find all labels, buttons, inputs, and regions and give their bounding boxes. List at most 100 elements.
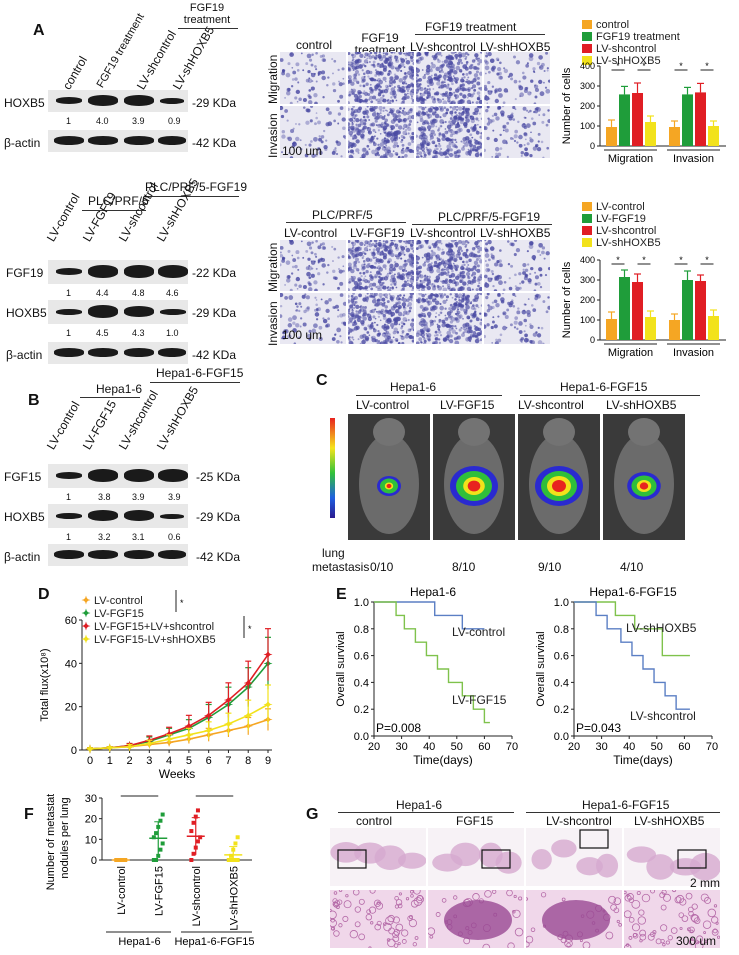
cell-dot: [416, 54, 419, 57]
cell-dot: [383, 146, 386, 148]
cell-dot: [497, 87, 502, 93]
cell-dot: [354, 69, 360, 75]
cell-dot: [462, 293, 465, 295]
cell-dot: [280, 314, 283, 318]
cell-dot: [511, 299, 514, 302]
cell-dot: [379, 258, 382, 262]
cell-dot: [391, 286, 395, 290]
cell-dot: [397, 125, 403, 130]
cell-dot: [479, 86, 482, 91]
cell-dot: [514, 295, 517, 298]
cell-dot: [411, 101, 414, 104]
col-label: LV-shHOXB5: [634, 814, 705, 828]
cell-dot: [408, 335, 410, 338]
cell-dot: [449, 253, 453, 256]
col-label: FGF15: [456, 814, 494, 828]
cell-dot: [487, 90, 493, 95]
alveolus: [507, 942, 515, 948]
cell-dot: [449, 130, 453, 134]
cell-dot: [416, 152, 419, 155]
cell-dot: [332, 260, 334, 262]
cell-dot: [425, 111, 429, 114]
kda-label: -29 KDa: [192, 96, 237, 110]
cell-dot: [314, 312, 320, 317]
cell-dot: [478, 259, 482, 264]
cell-dot: [379, 155, 385, 158]
cell-dot: [454, 154, 460, 158]
cell-dot: [315, 112, 318, 114]
cell-dot: [372, 95, 377, 100]
cell-dot: [514, 316, 518, 320]
cell-dot: [348, 78, 353, 82]
cell-dot: [340, 155, 343, 158]
cell-dot: [375, 70, 380, 75]
cell-dot: [438, 267, 441, 270]
cell-dot: [473, 77, 477, 81]
cell-dot: [479, 144, 482, 149]
cell-dot: [375, 124, 378, 127]
cell-dot: [418, 56, 423, 62]
bar: [669, 320, 680, 340]
cell-dot: [451, 279, 456, 285]
cell-dot: [364, 295, 367, 297]
cell-dot: [440, 93, 442, 96]
cell-dot: [308, 287, 313, 291]
cell-dot: [470, 268, 474, 272]
cell-dot: [363, 277, 366, 280]
cell-dot: [545, 310, 549, 314]
cell-dot: [455, 57, 458, 60]
cell-dot: [444, 324, 447, 327]
cell-dot: [379, 123, 383, 127]
cell-dot: [416, 68, 420, 73]
cell-dot: [445, 323, 450, 328]
alveolus: [641, 893, 651, 903]
cell-dot: [299, 147, 303, 151]
alveolus: [703, 931, 707, 934]
cell-dot: [451, 305, 457, 311]
cell-dot: [446, 63, 451, 68]
cell-dot: [448, 328, 452, 332]
alveolus: [342, 915, 349, 922]
cell-dot: [353, 135, 358, 140]
cell-dot: [422, 156, 427, 158]
cell-dot: [462, 317, 464, 320]
group-label: Hepa1-6: [118, 936, 160, 948]
cell-dot: [348, 265, 353, 270]
image-bg: [280, 52, 346, 104]
cell-dot: [436, 264, 440, 269]
signal-red: [386, 483, 392, 489]
cell-dot: [348, 128, 350, 132]
cell-dot: [363, 56, 366, 59]
cell-dot: [524, 87, 528, 91]
cell-dot: [376, 285, 381, 290]
cell-dot: [399, 89, 402, 92]
cell-dot: [348, 328, 353, 333]
cell-dot: [376, 98, 381, 103]
cell-dot: [537, 326, 540, 329]
cell-dot: [473, 264, 477, 268]
cell-dot: [475, 101, 479, 104]
cell-dot: [450, 100, 454, 104]
cell-dot: [428, 275, 431, 279]
cell-dot: [321, 54, 325, 58]
cell-dot: [331, 245, 334, 249]
cell-dot: [350, 275, 353, 278]
cell-dot: [416, 281, 419, 287]
cell-dot: [387, 309, 392, 315]
group-underline: [338, 812, 514, 813]
cell-dot: [524, 333, 528, 338]
cell-dot: [377, 62, 380, 66]
group-label: Hepa1-6: [396, 798, 443, 812]
bar: [606, 319, 617, 340]
cell-dot: [341, 117, 346, 122]
cell-dot: [410, 299, 413, 302]
cell-dot: [313, 280, 318, 285]
cell-dot: [295, 250, 300, 255]
cell-dot: [443, 268, 446, 271]
cell-dot: [314, 122, 317, 126]
survival-chart-e-left: Hepa1-6 0.0 0.2 0.4 0.6 0.8 1.0 20 30 40 50 60 70 Tim…: [330, 584, 525, 774]
cell-dot: [351, 59, 354, 62]
cell-dot: [401, 109, 405, 112]
cell-dot: [333, 247, 337, 251]
cell-dot: [419, 340, 423, 344]
